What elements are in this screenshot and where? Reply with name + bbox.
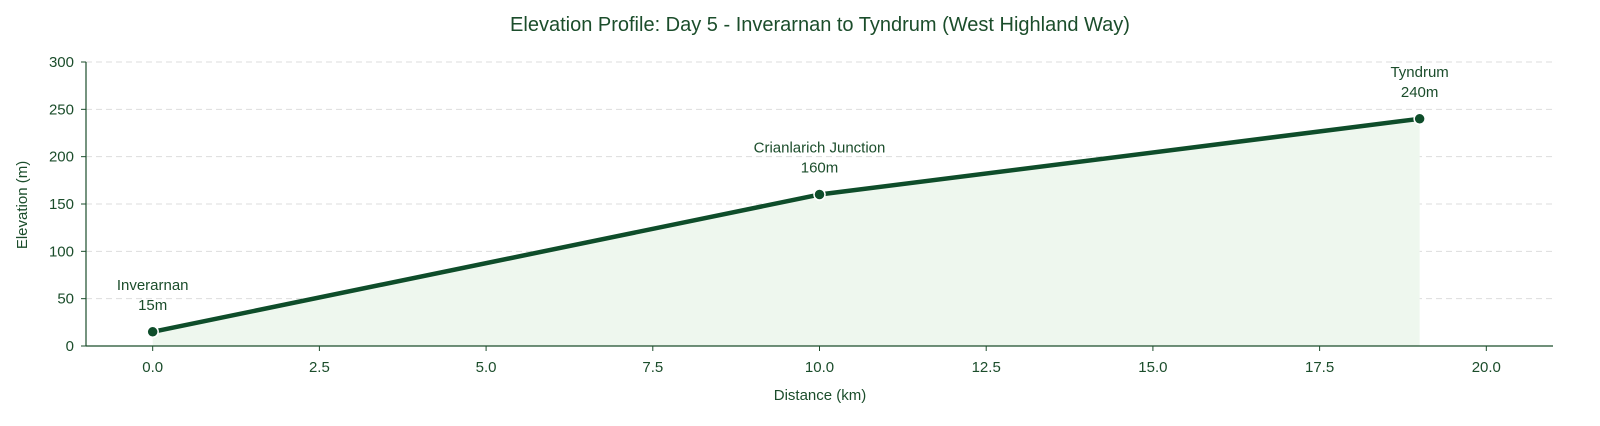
series-layer	[146, 112, 1426, 339]
y-tick-label: 300	[49, 54, 74, 71]
x-tick-label: 5.0	[476, 359, 497, 376]
waypoint-name-label: Crianlarich Junction	[754, 140, 886, 157]
x-tick-label: 10.0	[805, 359, 834, 376]
y-tick-label: 200	[49, 149, 74, 166]
x-axis-label: Distance (km)	[774, 387, 867, 404]
waypoint-elevation-label: 240m	[1401, 84, 1439, 101]
y-tick-label: 100	[49, 243, 74, 260]
x-tick-label: 15.0	[1138, 359, 1167, 376]
y-tick-label: 150	[49, 196, 74, 213]
waypoint-marker	[813, 188, 826, 201]
y-tick-label: 250	[49, 101, 74, 118]
x-tick-label: 20.0	[1472, 359, 1501, 376]
waypoint-name-label: Tyndrum	[1390, 64, 1448, 81]
y-axis-label: Elevation (m)	[14, 161, 31, 249]
y-tick-label: 0	[66, 338, 74, 355]
x-tick-label: 17.5	[1305, 359, 1334, 376]
elevation-area	[152, 118, 1420, 346]
x-tick-label: 12.5	[972, 359, 1001, 376]
x-tick-label: 7.5	[642, 359, 663, 376]
waypoint-marker	[146, 325, 159, 339]
y-tick-label: 50	[57, 291, 74, 308]
waypoint-name-label: Inverarnan	[117, 277, 189, 294]
tick-labels: 0 50 100 150 200 250 300 0.0 2.5 5.0 7.5 10.0 12.5 15…	[49, 54, 1501, 376]
area-layer	[152, 118, 1420, 346]
chart-title: Elevation Profile: Day 5 - Inverarnan to…	[510, 14, 1130, 36]
point-labels: Inverarnan 15m Crianlarich Junction 160m Tyn…	[117, 64, 1449, 314]
x-tick-label: 2.5	[309, 359, 330, 376]
waypoint-marker	[1413, 112, 1426, 126]
waypoint-elevation-label: 160m	[801, 160, 839, 177]
x-tick-label: 0.0	[142, 359, 163, 376]
waypoint-elevation-label: 15m	[138, 297, 167, 314]
